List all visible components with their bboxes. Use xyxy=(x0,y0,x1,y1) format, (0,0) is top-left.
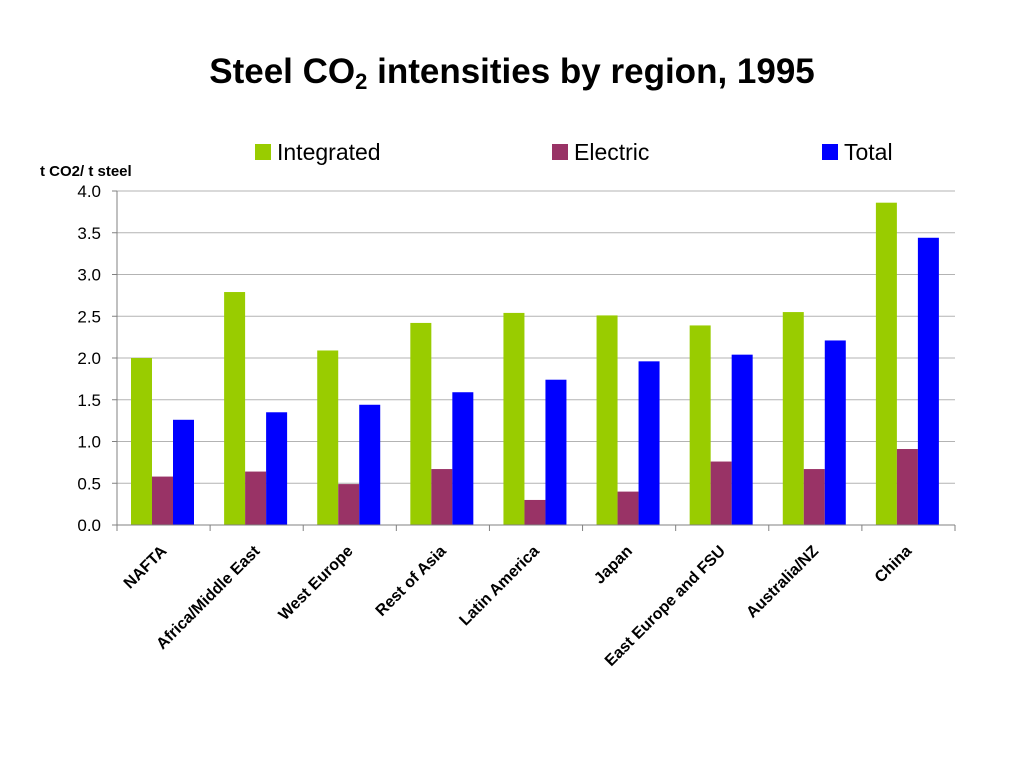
legend: Integrated Electric Total xyxy=(255,139,893,165)
bar-total-latin-america xyxy=(545,379,567,525)
legend-swatch xyxy=(822,144,838,160)
bar-integrated-africa-middle-east xyxy=(224,292,246,525)
legend-swatch xyxy=(552,144,568,160)
y-axis-label: t CO2/ t steel xyxy=(40,163,132,180)
title-subscript: 2 xyxy=(355,69,368,94)
bar-total-australia-nz xyxy=(824,340,846,525)
y-tick-label: 3.0 xyxy=(77,266,101,285)
bar-integrated-nafta xyxy=(131,358,152,525)
bar-electric-latin-america xyxy=(524,499,546,525)
bar-electric-rest-of-asia xyxy=(431,469,453,525)
bar-electric-nafta xyxy=(152,476,173,525)
legend-label: Total xyxy=(844,139,893,165)
bar-total-china xyxy=(917,237,939,525)
bar-integrated-east-europe-and-fsu xyxy=(689,325,711,525)
bar-electric-australia-nz xyxy=(803,469,825,525)
bar-integrated-australia-nz xyxy=(782,312,804,525)
page-title: Steel CO2 intensities by region, 1995 xyxy=(0,52,1024,95)
legend-swatch xyxy=(255,144,271,160)
x-tick-label: China xyxy=(872,543,916,587)
y-tick-label: 0.5 xyxy=(77,474,101,493)
bar-electric-china xyxy=(896,449,918,525)
bars xyxy=(131,202,939,525)
x-tick-label: Japan xyxy=(591,543,636,588)
y-tick-label: 0.0 xyxy=(77,516,101,535)
axes xyxy=(112,190,956,531)
y-tick-label: 1.0 xyxy=(77,433,101,452)
x-tick-label: NAFTA xyxy=(121,542,171,592)
bar-integrated-china xyxy=(875,202,897,525)
bar-integrated-japan xyxy=(596,315,618,525)
x-tick-label: Africa/Middle East xyxy=(153,542,264,653)
title-text: Steel CO xyxy=(209,52,356,91)
bar-integrated-latin-america xyxy=(503,312,525,525)
bar-total-west-europe xyxy=(359,404,381,525)
bar-electric-west-europe xyxy=(338,484,360,525)
bar-electric-africa-middle-east xyxy=(245,471,267,525)
legend-item-total: Total xyxy=(822,139,893,165)
bar-total-east-europe-and-fsu xyxy=(731,354,753,525)
title-text-rest: intensities by region, 1995 xyxy=(367,52,815,91)
bar-electric-japan xyxy=(617,491,639,525)
bar-total-nafta xyxy=(173,419,194,525)
x-tick-label: Rest of Asia xyxy=(373,543,450,620)
x-tick-label: Latin America xyxy=(456,543,542,629)
bar-total-africa-middle-east xyxy=(266,412,288,525)
y-tick-label: 2.0 xyxy=(77,349,101,368)
y-tick-label: 4.0 xyxy=(77,182,101,201)
y-tick-labels: 0.0 0.5 1.0 1.5 2.0 2.5 3.0 3.5 4.0 xyxy=(77,182,101,535)
x-tick-label: West Europe xyxy=(276,543,357,624)
legend-label: Electric xyxy=(574,139,649,165)
x-tick-label: Australia/NZ xyxy=(743,543,822,622)
legend-item-integrated: Integrated xyxy=(255,139,381,165)
bar-total-japan xyxy=(638,361,660,525)
bar-total-rest-of-asia xyxy=(452,392,474,525)
bar-integrated-west-europe xyxy=(317,350,339,525)
legend-item-electric: Electric xyxy=(552,139,649,165)
bar-electric-east-europe-and-fsu xyxy=(710,461,732,525)
bar-integrated-rest-of-asia xyxy=(410,322,432,525)
legend-label: Integrated xyxy=(277,139,381,165)
y-tick-label: 1.5 xyxy=(77,391,101,410)
y-tick-label: 3.5 xyxy=(77,224,101,243)
y-tick-label: 2.5 xyxy=(77,307,101,326)
